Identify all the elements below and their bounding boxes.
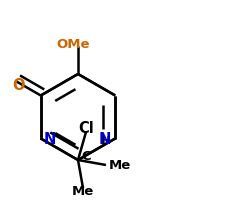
Text: N: N [44,131,56,146]
Text: N: N [99,131,111,146]
Text: C: C [81,149,91,162]
Text: H: H [101,135,109,145]
Text: Me: Me [72,184,94,197]
Text: OMe: OMe [56,38,90,51]
Text: Me: Me [109,159,131,172]
Text: Cl: Cl [78,120,94,135]
Text: O: O [12,78,24,93]
